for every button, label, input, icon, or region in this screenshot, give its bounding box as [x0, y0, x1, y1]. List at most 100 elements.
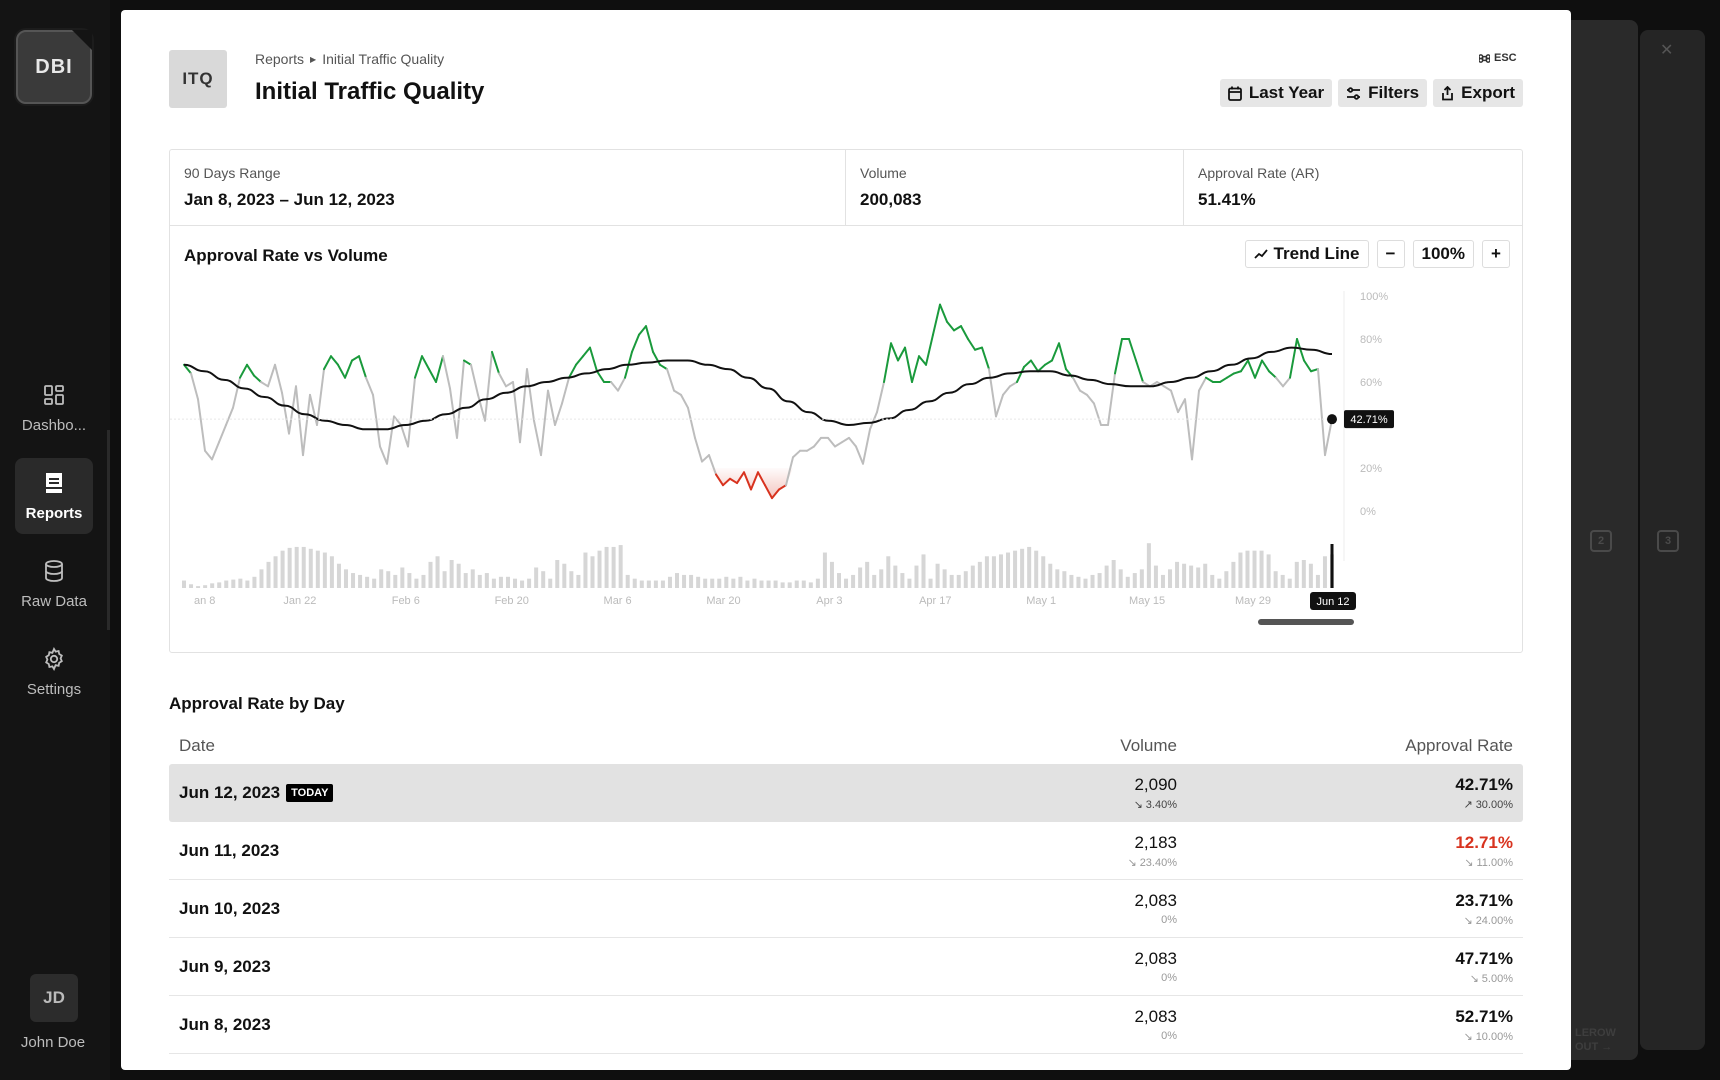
- volume-value: 2,083: [1134, 949, 1177, 968]
- volume-bar: [1083, 578, 1088, 588]
- table-row[interactable]: Jun 9, 2023 2,083 0% 47.71% ↘ 5.00%: [169, 938, 1523, 996]
- esc-close-button[interactable]: ESC: [1479, 52, 1517, 64]
- volume-bar: [1301, 560, 1306, 588]
- volume-bar: [1294, 561, 1299, 588]
- zoom-in-button[interactable]: +: [1482, 240, 1510, 268]
- volume-bar: [576, 574, 581, 588]
- volume-bar: [520, 580, 525, 588]
- sidebar-item-reports[interactable]: Reports: [15, 458, 93, 534]
- x-tick-label: Apr 3: [816, 595, 842, 607]
- volume-bar: [498, 576, 503, 588]
- background-page-icon: 2: [1590, 530, 1612, 552]
- approval-rate-segment: [414, 355, 423, 379]
- approval-rate-change-value: 30.00%: [1475, 798, 1513, 811]
- approval-rate-segment: [372, 393, 381, 448]
- volume-bar: [1168, 569, 1173, 588]
- current-value-label: 42.71%: [1350, 414, 1388, 426]
- table-row[interactable]: Jun 11, 2023 2,183 ↘ 23.40% 12.71% ↘ 11.…: [169, 822, 1523, 880]
- background-page-icon: 3: [1657, 530, 1679, 552]
- approval-rate-segment: [190, 372, 199, 401]
- approval-rate-segment: [547, 389, 556, 426]
- y-tick-label: 80%: [1360, 334, 1382, 346]
- page-title: Initial Traffic Quality: [255, 78, 485, 105]
- approval-rate-value: 47.71%: [1455, 949, 1513, 968]
- approval-rate-segment: [1184, 398, 1193, 461]
- approval-rate-segment: [1240, 359, 1249, 373]
- volume-bar: [766, 580, 771, 588]
- approval-rate-segment: [323, 355, 332, 371]
- date-range-button[interactable]: Last Year: [1219, 79, 1333, 107]
- stat-value: 51.41%: [1198, 190, 1256, 209]
- trend-line-toggle[interactable]: Trend Line: [1244, 240, 1369, 268]
- current-date-badge: [1310, 592, 1356, 610]
- approval-rate-segment: [477, 393, 486, 422]
- volume-bar: [252, 576, 257, 588]
- volume-bar: [703, 578, 708, 588]
- column-volume[interactable]: Volume: [1120, 736, 1177, 755]
- volume-bar: [851, 574, 856, 588]
- approval-rate-segment: [225, 406, 234, 426]
- volume-bar: [280, 550, 285, 588]
- volume-bar: [562, 563, 567, 588]
- approval-rate-segment: [1037, 363, 1046, 373]
- volume-value: 2,083: [1134, 891, 1177, 910]
- approval-rate-segment: [1023, 359, 1032, 368]
- volume-bar: [217, 582, 222, 588]
- volume-bar: [1217, 578, 1222, 588]
- x-tick-label: May 15: [1129, 595, 1165, 607]
- volume-bar: [259, 569, 264, 588]
- sidebar-item-settings[interactable]: Settings: [15, 634, 93, 710]
- approval-rate-segment: [932, 303, 941, 336]
- approval-rate-segment: [897, 346, 906, 362]
- volume-bar: [1020, 548, 1025, 588]
- filters-button[interactable]: Filters: [1338, 79, 1428, 107]
- approval-rate-segment: [1303, 359, 1312, 373]
- volume-bar: [639, 580, 644, 588]
- approval-rate-segment: [834, 441, 843, 448]
- background-close-icon: ✕: [1660, 42, 1674, 59]
- volume-bar: [1111, 560, 1116, 588]
- approval-rate-segment: [232, 376, 241, 409]
- table-header: Date Volume Approval Rate: [169, 724, 1523, 766]
- table-row[interactable]: Jun 10, 2023 2,083 0% 23.71% ↘ 24.00%: [169, 880, 1523, 938]
- approval-rate-segment: [904, 346, 913, 383]
- volume-bar: [689, 574, 694, 588]
- approval-rate-segment: [540, 389, 549, 457]
- approval-rate-segment: [1072, 376, 1081, 392]
- approval-rate-segment: [1016, 365, 1025, 383]
- table-row[interactable]: Jun 8, 2023 2,083 0% 52.71% ↘ 10.00%: [169, 996, 1523, 1054]
- approval-rate-segment: [491, 350, 500, 375]
- volume-bar: [724, 576, 729, 588]
- volume-bar: [351, 573, 356, 588]
- trend-icon: [1253, 249, 1268, 259]
- volume-change: ↘ 3.40%: [1134, 798, 1177, 812]
- column-approval-rate[interactable]: Approval Rate: [1405, 736, 1513, 755]
- row-volume: 2,083 0%: [1134, 1007, 1177, 1042]
- volume-bar: [365, 576, 370, 588]
- approval-rate-value: 52.71%: [1455, 1007, 1513, 1026]
- column-date[interactable]: Date: [179, 736, 215, 755]
- zoom-out-button[interactable]: −: [1376, 240, 1405, 268]
- volume-bar: [182, 580, 186, 588]
- breadcrumb-reports[interactable]: Reports: [255, 51, 305, 67]
- sidebar-item-raw-data[interactable]: Raw Data: [15, 546, 93, 622]
- volume-bar: [1027, 546, 1032, 588]
- volume-bar: [266, 561, 271, 588]
- volume-bar: [294, 546, 299, 588]
- approval-rate-segment: [666, 368, 675, 392]
- approval-rate-segment: [505, 381, 514, 388]
- approval-rate-segment: [309, 393, 318, 426]
- export-button[interactable]: Export: [1433, 79, 1523, 107]
- table-row[interactable]: Jun 12, 2023 TODAY 2,090 ↘ 3.40% 42.71% …: [169, 764, 1523, 822]
- app-logo[interactable]: DBI: [16, 30, 92, 104]
- volume-bar: [393, 574, 398, 588]
- command-icon: [1479, 53, 1490, 63]
- volume-bar: [653, 580, 658, 588]
- avatar[interactable]: JD: [30, 974, 78, 1022]
- volume-bar: [1231, 561, 1236, 588]
- volume-bar: [942, 569, 947, 588]
- volume-bar: [189, 584, 194, 588]
- volume-bar: [1062, 571, 1067, 588]
- chart-scrollbar[interactable]: [1258, 619, 1354, 625]
- sidebar-item-dashboard[interactable]: Dashbo...: [15, 370, 93, 446]
